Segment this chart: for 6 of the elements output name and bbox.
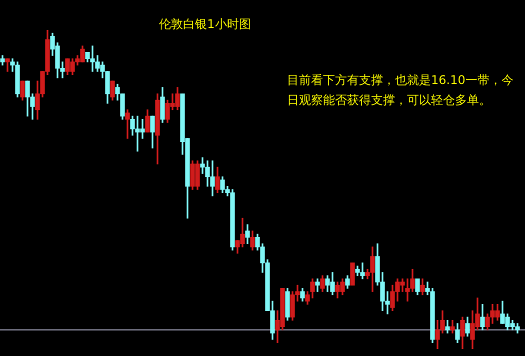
candlestick (450, 320, 455, 334)
annotation: 目前看下方有支撑，也就是16.10一带，今日观察能否获得支撑，可以轻仓多单。 (287, 72, 514, 109)
candlestick (125, 109, 130, 139)
candlestick (445, 320, 450, 334)
candlestick (5, 58, 10, 72)
chart-title: 伦敦白银1小时图 (158, 16, 252, 33)
